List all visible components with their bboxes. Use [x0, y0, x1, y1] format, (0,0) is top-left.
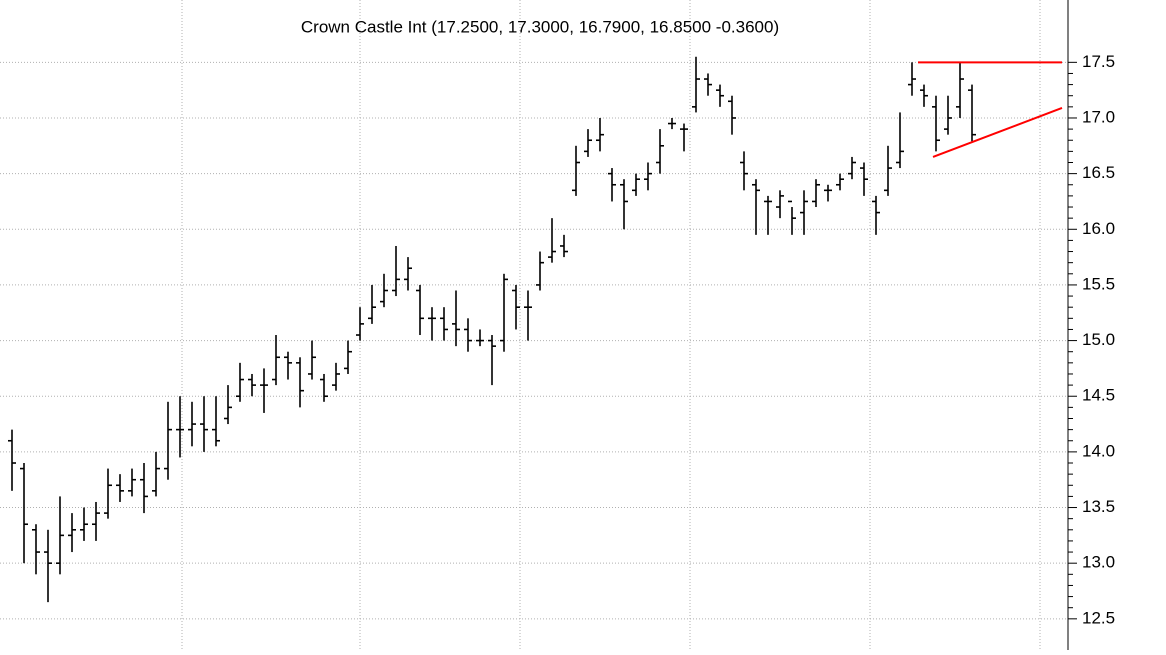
y-tick-label: 13.5 — [1082, 497, 1115, 516]
trendline — [932, 107, 1063, 158]
y-tick-label: 16.5 — [1082, 163, 1115, 182]
y-tick-label: 17.0 — [1082, 107, 1115, 126]
y-tick-label: 16.0 — [1082, 219, 1115, 238]
y-tick-label: 13.0 — [1082, 553, 1115, 572]
y-tick-label: 14.0 — [1082, 441, 1115, 460]
chart-subtitle: Crown Castle Int (17.2500, 17.3000, 16.7… — [301, 17, 779, 36]
y-tick-label: 14.5 — [1082, 386, 1115, 405]
y-tick-label: 12.5 — [1082, 608, 1115, 627]
y-tick-label: 15.0 — [1082, 330, 1115, 349]
y-tick-label: 17.5 — [1082, 52, 1115, 71]
y-tick-label: 15.5 — [1082, 274, 1115, 293]
